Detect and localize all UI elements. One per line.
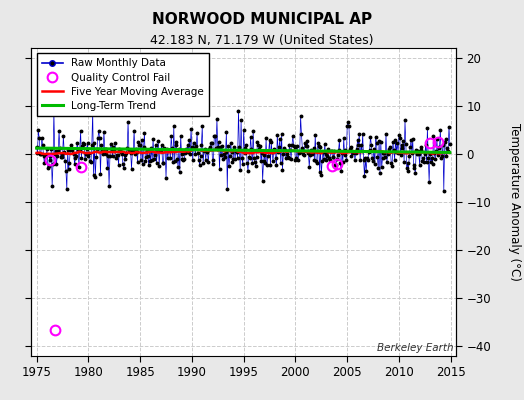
- Text: Berkeley Earth: Berkeley Earth: [377, 343, 454, 353]
- Text: 42.183 N, 71.179 W (United States): 42.183 N, 71.179 W (United States): [150, 34, 374, 47]
- Legend: Raw Monthly Data, Quality Control Fail, Five Year Moving Average, Long-Term Tren: Raw Monthly Data, Quality Control Fail, …: [37, 53, 209, 116]
- Y-axis label: Temperature Anomaly (°C): Temperature Anomaly (°C): [508, 123, 521, 281]
- Text: NORWOOD MUNICIPAL AP: NORWOOD MUNICIPAL AP: [152, 12, 372, 27]
